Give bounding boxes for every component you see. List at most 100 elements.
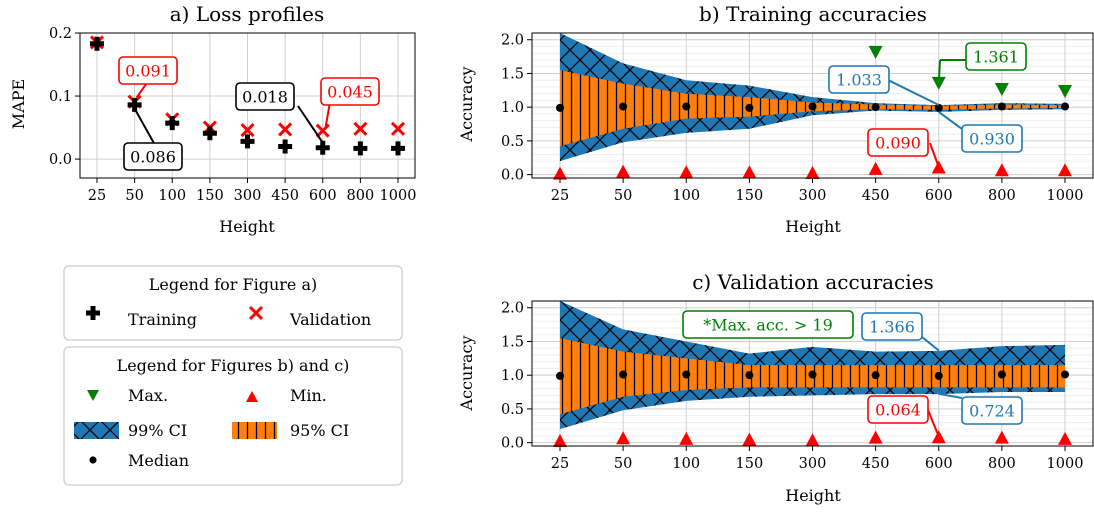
annotation-1361: 1.361	[965, 42, 1027, 71]
annotation-0930-text: 0.930	[969, 130, 1015, 149]
y-tick-label: 0.0	[501, 436, 524, 452]
training-plus-point	[353, 141, 368, 156]
plot-c-marks	[553, 301, 1072, 447]
validation-x-point	[240, 123, 255, 138]
x-tick-label: 600	[925, 456, 953, 472]
min-triangle-point	[742, 432, 757, 446]
annotation-leader-line	[938, 111, 963, 130]
median-point	[871, 103, 880, 112]
annotation-0086-box	[123, 142, 183, 171]
legend-median-label: Median	[128, 451, 189, 470]
legend-max-label: Max.	[128, 386, 168, 405]
annotation-0090-box	[867, 128, 929, 157]
median-point	[1061, 370, 1069, 379]
y-tick-label: 1.5	[501, 334, 524, 350]
median-point	[997, 370, 1006, 379]
max-triangle-point	[931, 76, 946, 90]
legend-bc-frame	[63, 346, 403, 486]
annotation-0090-text: 0.090	[875, 134, 921, 153]
legend-figures-b-c: Legend for Figures b) and c) Max. Min. 9…	[63, 346, 403, 486]
annotation-0018: 0.018	[235, 82, 295, 111]
x-tick-label: 25	[88, 188, 106, 204]
median-point	[619, 370, 628, 379]
min-triangle-point	[679, 431, 694, 445]
min-triangle-point	[1058, 431, 1072, 445]
axes-frame	[79, 32, 416, 179]
x-tick-label: 1000	[380, 188, 417, 204]
min-triangle-point	[805, 433, 820, 447]
legend-validation-label: Validation	[289, 310, 371, 329]
median-point	[745, 103, 754, 112]
x-tick-label: 25	[551, 188, 569, 204]
min-triangle-point	[868, 161, 883, 175]
median-point	[745, 371, 754, 380]
validation-x-point	[315, 123, 330, 138]
annotation-leader-line	[938, 392, 963, 399]
plot-a-ylabel: MAPE	[9, 79, 28, 129]
annotation-1033-box	[828, 65, 890, 94]
plot-a-title: a) Loss profiles	[170, 2, 325, 26]
plot-a-xlabel: Height	[219, 217, 275, 236]
y-tick-label: 0.2	[49, 26, 72, 42]
annotation-1361-box	[965, 42, 1027, 71]
annotation-0064-box	[867, 395, 929, 424]
min-triangle-point	[742, 165, 757, 179]
ci99-band	[560, 33, 1065, 162]
annotation-0724: 0.724	[961, 396, 1023, 425]
x-tick-label: 600	[925, 188, 953, 204]
x-tick-label: 150	[736, 188, 764, 204]
annotation-0064-text: 0.064	[875, 401, 921, 420]
annotation-leader-line	[929, 142, 940, 168]
plot-c-title: c) Validation accuracies	[692, 270, 934, 294]
annotation-0091: 0.091	[118, 56, 178, 85]
annotation-leader-line	[133, 108, 156, 146]
y-tick-label: 1.0	[501, 100, 524, 116]
x-tick-label: 50	[614, 188, 632, 204]
plot-c-validation-accuracies: c) Validation accuracies Accuracy Height…	[457, 270, 1094, 505]
x-tick-label: 50	[125, 188, 143, 204]
annotation-0086-text: 0.086	[130, 148, 176, 167]
plot-b-training-accuracies: b) Training accuracies Accuracy Height 0…	[457, 2, 1094, 236]
plot-b-xlabel: Height	[785, 217, 841, 236]
min-triangle-point	[994, 430, 1009, 444]
validation-x-point	[390, 121, 406, 136]
x-tick-label: 100	[672, 456, 700, 472]
median-point	[682, 370, 691, 379]
plot-a-loss-profiles: a) Loss profiles MAPE Height 0.0 0.1 0.2 25…	[9, 2, 416, 236]
legend-a-title: Legend for Figure a)	[149, 275, 317, 294]
annotation-0930: 0.930	[961, 124, 1023, 153]
annotation-0090: 0.090	[867, 128, 929, 157]
plot-b-marks	[553, 33, 1072, 180]
training-plus-point	[165, 116, 180, 131]
min-triangle-point	[994, 163, 1009, 177]
max-triangle-point	[1058, 85, 1072, 98]
x-tick-label: 450	[862, 188, 890, 204]
x-tick-label: 300	[799, 456, 827, 472]
legend-bc-title: Legend for Figures b) and c)	[117, 356, 350, 375]
annotation-0724-text: 0.724	[969, 402, 1015, 421]
axes-frame	[531, 32, 1094, 179]
plot-a-axes: 0.0 0.1 0.2 25 50 100 150 300 450 600 800 1000	[49, 26, 417, 204]
max-triangle-point	[994, 82, 1009, 96]
median-point	[556, 103, 564, 112]
annotation-leader-line	[324, 101, 331, 127]
annotation-1366-box	[861, 312, 923, 341]
annotation-leader-line	[887, 79, 940, 106]
y-tick-label: 0.5	[501, 402, 524, 418]
plot-c-annotations: *Max. acc. > 19 1.366 0.724 0.064	[682, 310, 1023, 437]
plot-c-axes: 0.0 0.5 1.0 1.5 2.0 25 50 100 150 300 450 600 800 100…	[501, 300, 1094, 472]
annotation-0091-box	[118, 56, 178, 85]
x-tick-label: 150	[196, 188, 224, 204]
annotation-1033: 1.033	[828, 65, 890, 94]
y-tick-label: 0.5	[501, 134, 524, 150]
annotation-max-acc: *Max. acc. > 19	[682, 310, 854, 339]
annotation-leader-line	[297, 105, 324, 144]
validation-x-point	[278, 122, 293, 137]
x-tick-label: 800	[988, 188, 1016, 204]
x-tick-label: 1000	[1047, 188, 1084, 204]
x-tick-label: 300	[234, 188, 262, 204]
x-tick-label: 800	[347, 188, 375, 204]
legend-a-frame	[63, 265, 403, 341]
median-point	[619, 102, 628, 111]
legend-ci95-swatch	[232, 422, 277, 439]
